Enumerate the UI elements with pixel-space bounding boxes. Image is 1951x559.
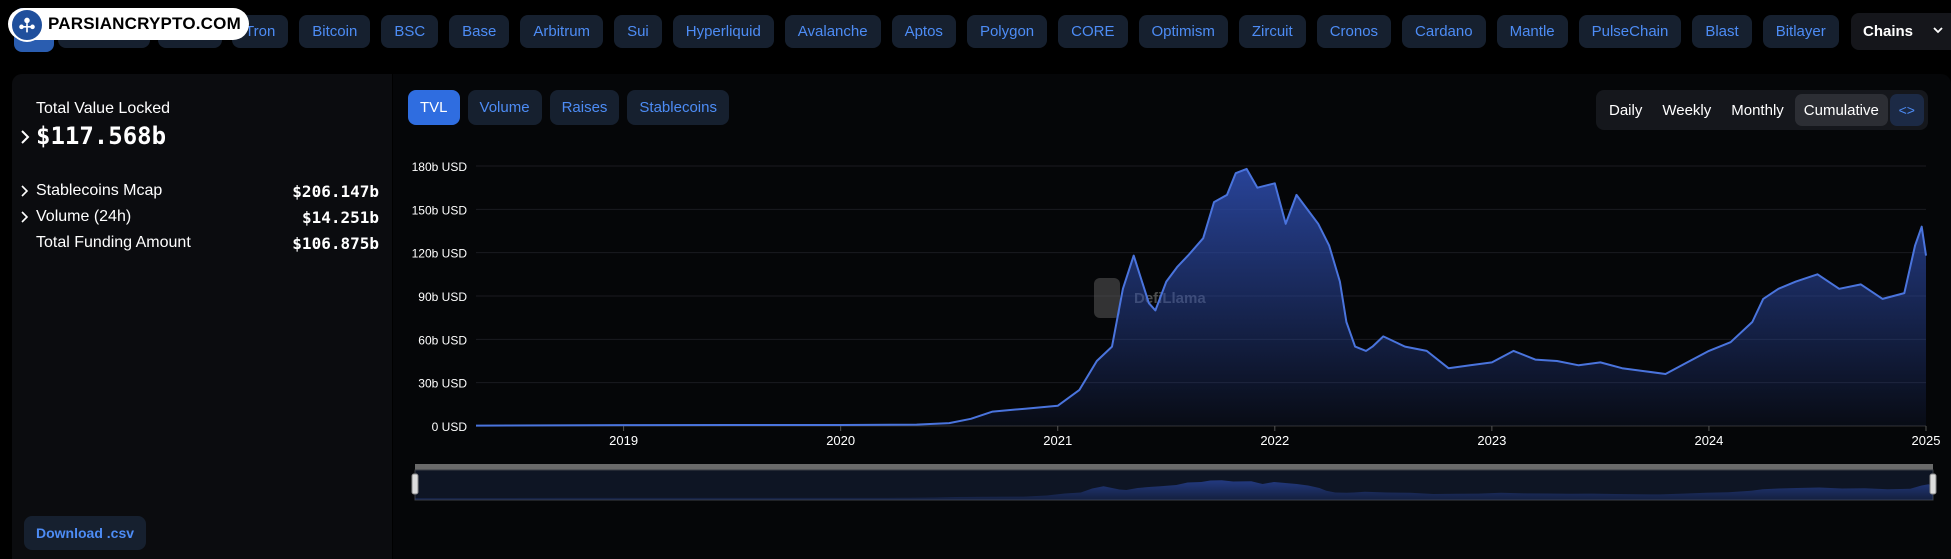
metric-tabs: TVL Volume Raises Stablecoins	[408, 90, 729, 125]
logo-icon	[10, 8, 44, 42]
chain-chip-bsc[interactable]: BSC	[381, 15, 439, 48]
period-monthly[interactable]: Monthly	[1731, 101, 1784, 119]
x-tick-label: 2019	[609, 433, 638, 448]
chain-chips: Tron Bitcoin BSC Base Arbitrum Sui Hyperliquid…	[232, 15, 1839, 48]
x-tick-label: 2024	[1694, 433, 1723, 448]
tvl-series-line[interactable]	[475, 167, 1927, 427]
zoom-handle-left[interactable]	[411, 473, 419, 495]
x-tick-label: 2025	[1912, 433, 1941, 448]
tvl-value: $117.568b	[36, 122, 167, 150]
chain-chip-base[interactable]: Base	[449, 15, 510, 48]
chevron-down-icon	[1933, 27, 1943, 34]
period-selector: Daily Weekly Monthly Cumulative <>	[1596, 90, 1928, 130]
zoom-slider-track[interactable]	[415, 464, 1933, 470]
chain-chip-core[interactable]: CORE	[1058, 15, 1128, 48]
chevron-right-icon	[21, 211, 29, 223]
stat-value: $14.251b	[301, 207, 379, 227]
chains-button-label: Chains	[1863, 23, 1914, 40]
chains-dropdown-button[interactable]: Chains	[1851, 13, 1951, 50]
chain-chip-polygon[interactable]: Polygon	[966, 15, 1048, 48]
stat-value: $206.147b	[292, 181, 379, 201]
x-tick-label: 2020	[826, 433, 855, 448]
chain-chip-blast[interactable]: Blast	[1692, 15, 1752, 48]
zoom-handle-right[interactable]	[1929, 473, 1937, 495]
tab-tvl[interactable]: TVL	[408, 90, 460, 125]
x-tick-label: 2022	[1260, 433, 1289, 448]
chain-chip-aptos[interactable]: Aptos	[891, 15, 956, 48]
chain-chip-sui[interactable]: Sui	[614, 15, 662, 48]
stat-label: Stablecoins Mcap	[36, 182, 163, 199]
chevron-right-icon[interactable]	[19, 129, 31, 145]
embed-code-button[interactable]: <>	[1889, 94, 1924, 126]
stat-label: Volume (24h)	[36, 208, 132, 225]
tab-volume[interactable]: Volume	[467, 90, 542, 125]
chain-chip-avalanche[interactable]: Avalanche	[784, 15, 881, 48]
period-weekly[interactable]: Weekly	[1662, 101, 1712, 119]
x-tick-label: 2021	[1043, 433, 1072, 448]
chain-chip-pulsechain[interactable]: PulseChain	[1578, 15, 1682, 48]
y-tick-label: 30b USD	[418, 377, 467, 391]
chevron-right-icon	[21, 185, 29, 197]
stat-row-volume[interactable]: Volume (24h) $14.251b	[21, 205, 379, 229]
chain-chip-optimism[interactable]: Optimism	[1138, 15, 1228, 48]
chain-chip-bitcoin[interactable]: Bitcoin	[299, 15, 371, 48]
watermark-logo: PARSIANCRYPTO.COM	[8, 8, 249, 42]
tab-stablecoins[interactable]: Stablecoins	[627, 90, 729, 125]
stat-row-stablecoins[interactable]: Stablecoins Mcap $206.147b	[21, 179, 379, 203]
tvl-label: Total Value Locked	[36, 100, 171, 117]
chain-chip-mantle[interactable]: Mantle	[1496, 15, 1568, 48]
y-tick-label: 90b USD	[418, 290, 467, 304]
y-tick-label: 60b USD	[418, 333, 467, 347]
y-tick-label: 0 USD	[432, 420, 468, 434]
period-daily[interactable]: Daily	[1609, 101, 1643, 119]
stat-row-funding: Total Funding Amount $106.875b	[36, 231, 379, 255]
logo-text: PARSIANCRYPTO.COM	[48, 14, 241, 33]
y-tick-label: 120b USD	[412, 247, 468, 261]
chain-selector-bar: PARSIANCRYPTO.COM Tron Bitcoin BSC Base Arbi…	[0, 0, 1951, 62]
chain-chip-hyperliquid[interactable]: Hyperliquid	[672, 15, 774, 48]
period-cumulative[interactable]: Cumulative	[1794, 94, 1888, 126]
tab-raises[interactable]: Raises	[549, 90, 620, 125]
chain-chip-bitlayer[interactable]: Bitlayer	[1762, 15, 1839, 48]
chain-chip-cardano[interactable]: Cardano	[1402, 15, 1486, 48]
download-csv-button[interactable]: Download .csv	[24, 516, 147, 550]
y-tick-label: 150b USD	[412, 203, 468, 217]
tvl-area-fill	[476, 168, 1926, 426]
stat-value: $106.875b	[292, 233, 379, 253]
watermark-icon	[1094, 278, 1120, 318]
summary-panel: Total Value Locked $117.568b Stablecoins…	[12, 74, 392, 559]
chain-chip-cronos[interactable]: Cronos	[1316, 15, 1392, 48]
stat-label: Total Funding Amount	[36, 234, 191, 251]
navigator-area	[415, 480, 1933, 500]
chain-chip-arbitrum[interactable]: Arbitrum	[520, 15, 604, 48]
x-tick-label: 2023	[1477, 433, 1506, 448]
chain-chip-zircuit[interactable]: Zircuit	[1238, 15, 1306, 48]
y-tick-label: 180b USD	[412, 160, 468, 174]
